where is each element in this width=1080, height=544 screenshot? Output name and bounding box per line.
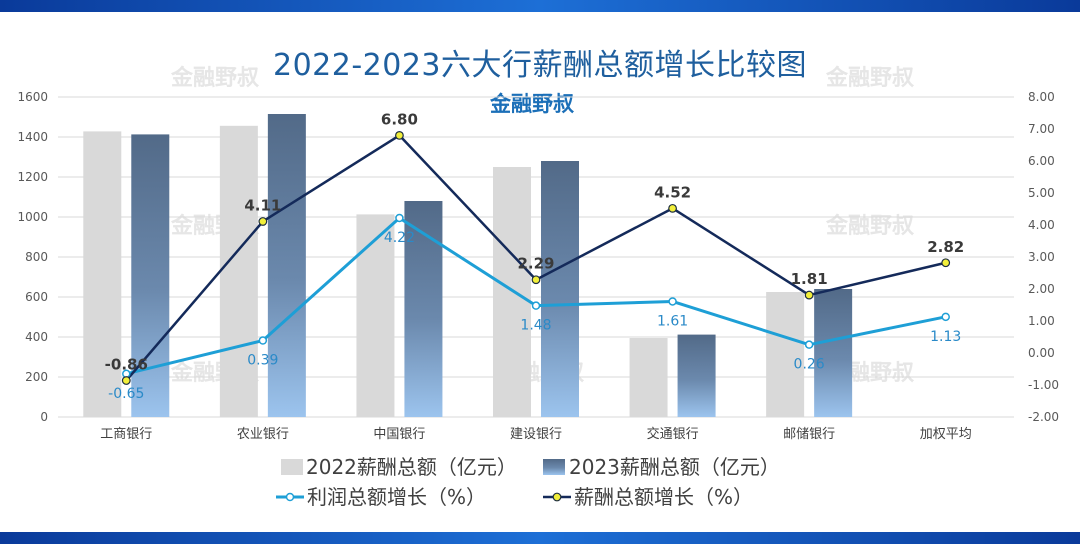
salary-growth-label: 1.81 (791, 270, 828, 288)
legend: 2022薪酬总额（亿元） 2023薪酬总额（亿元） 利润总额增长（%） 薪酬总额增长（… (276, 455, 780, 509)
left-tick-label: 400 (25, 330, 48, 344)
left-tick-label: 1000 (17, 210, 48, 224)
bar-2023 (131, 134, 170, 417)
left-tick-label: 1600 (17, 90, 48, 104)
x-tick-label: 交通银行 (647, 426, 699, 442)
profit-growth-point (804, 340, 814, 349)
right-tick-label: 2.00 (1028, 282, 1055, 296)
bar-2022 (219, 125, 258, 418)
left-tick-label: 800 (25, 250, 48, 264)
legend-marker-profit (285, 492, 295, 502)
right-tick-label: 3.00 (1028, 250, 1055, 264)
salary-growth-label: -0.86 (105, 356, 148, 374)
right-tick-label: 1.00 (1028, 314, 1055, 328)
right-axis: -2.00 -1.00 0.00 1.00 2.00 3.00 4.00 5.00 6.00 7.… (1028, 90, 1059, 424)
x-tick-label: 建设银行 (510, 427, 562, 442)
bar-2023 (677, 334, 716, 417)
profit-growth-label: 1.13 (930, 329, 961, 345)
left-tick-label: 600 (25, 290, 48, 304)
bar-2023 (267, 114, 306, 417)
salary-growth-label: 2.82 (927, 238, 964, 256)
bottom-banner (0, 532, 1080, 544)
legend-label-2022: 2022薪酬总额（亿元） (306, 455, 517, 479)
left-tick-label: 200 (25, 370, 48, 384)
legend-label-profit: 利润总额增长（%） (307, 485, 486, 509)
right-tick-label: 8.00 (1028, 90, 1055, 104)
bar-2023 (541, 161, 579, 417)
profit-growth-label: 1.48 (520, 318, 551, 334)
profit-growth-label: 4.22 (384, 230, 415, 246)
right-tick-label: 5.00 (1028, 186, 1055, 200)
bar-2023 (404, 201, 443, 417)
chart-subtitle: 金融野叔 (490, 92, 574, 116)
bar-2022 (766, 292, 805, 417)
left-axis: 0 200 400 600 800 1000 1200 1400 1600 (17, 90, 48, 424)
profit-growth-label: 1.61 (657, 313, 688, 329)
legend-label-salary: 薪酬总额增长（%） (574, 485, 753, 509)
x-tick-label: 工商银行 (100, 427, 152, 442)
salary-growth-label: 2.29 (517, 255, 554, 273)
watermark-text: 金融野叔 (825, 65, 915, 91)
salary-growth-label: 4.52 (654, 183, 691, 201)
legend-label-2023: 2023薪酬总额（亿元） (569, 455, 780, 479)
right-tick-label: 0.00 (1028, 346, 1055, 360)
legend-marker-salary (552, 492, 562, 502)
x-tick-label: 农业银行 (237, 427, 289, 442)
salary-growth-point (668, 203, 677, 213)
salary-growth-point (121, 376, 131, 385)
salary-growth-label: 6.80 (381, 110, 418, 128)
left-tick-label: 1400 (17, 130, 48, 144)
top-banner (0, 0, 1080, 12)
right-tick-label: 4.00 (1028, 218, 1055, 232)
lines-layer: -0.65 0.39 4.22 1.48 1.61 0.26 1.13 -0.86 4.11 6.… (105, 110, 965, 401)
profit-growth-point (258, 336, 268, 345)
legend-swatch-2023 (543, 459, 565, 475)
profit-growth-point (531, 301, 541, 310)
bar-2022 (629, 338, 668, 417)
right-tick-label: -1.00 (1028, 378, 1059, 392)
profit-growth-label: 0.39 (247, 353, 278, 369)
salary-growth-point (395, 130, 404, 140)
profit-growth-point (941, 312, 950, 322)
x-axis-labels: 工商银行 农业银行 中国银行 建设银行 交通银行 邮储银行 加权平均 (100, 426, 971, 442)
x-tick-label: 加权平均 (920, 426, 972, 442)
bar-2023 (814, 289, 853, 417)
profit-growth-point (395, 213, 404, 223)
chart-title: 2022-2023六大行薪酬总额增长比较图 (272, 48, 808, 83)
x-tick-label: 邮储银行 (783, 427, 835, 442)
salary-growth-point (941, 258, 951, 268)
watermark-text: 金融野叔 (170, 65, 260, 91)
bar-2022 (83, 131, 122, 417)
salary-growth-point (258, 217, 268, 226)
right-tick-label: 7.00 (1028, 122, 1055, 136)
legend-swatch-2022 (281, 459, 303, 475)
right-tick-label: -2.00 (1028, 410, 1059, 424)
profit-growth-point (668, 297, 677, 306)
left-tick-label: 0 (40, 410, 48, 424)
x-tick-label: 中国银行 (373, 427, 425, 442)
profit-growth-label: 0.26 (794, 357, 825, 373)
gridlines (58, 96, 1014, 418)
bars-layer (83, 114, 853, 418)
salary-growth-point (804, 290, 814, 300)
profit-growth-label: -0.65 (108, 386, 144, 402)
salary-growth-label: 4.11 (244, 196, 281, 214)
left-tick-label: 1200 (17, 170, 48, 184)
bar-2022 (356, 214, 395, 417)
salary-growth-point (531, 275, 541, 285)
right-tick-label: 6.00 (1028, 154, 1055, 168)
